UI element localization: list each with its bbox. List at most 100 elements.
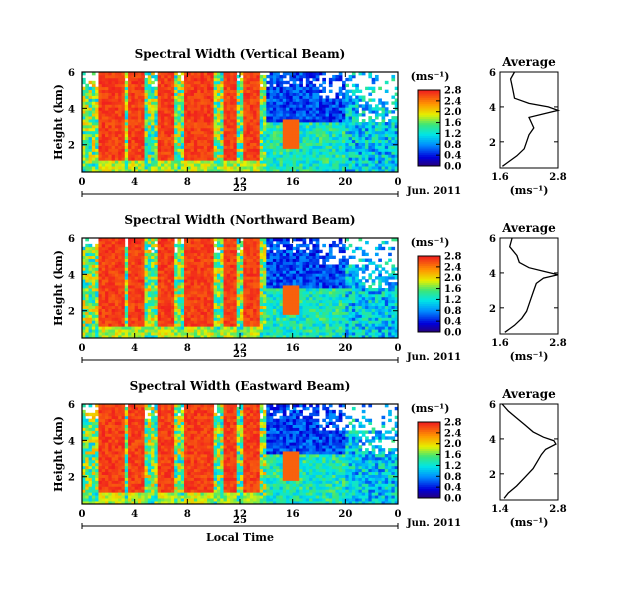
heatmap-cell <box>359 157 363 160</box>
heatmap-cell <box>191 122 195 125</box>
heatmap-cell <box>161 101 165 104</box>
heatmap-cell <box>115 267 119 270</box>
heatmap-cell <box>108 160 112 163</box>
heatmap-cell <box>368 119 372 122</box>
heatmap-cell <box>250 116 254 119</box>
heatmap-cell <box>230 282 234 285</box>
heatmap-cell <box>145 282 149 285</box>
heatmap-cell <box>207 143 211 146</box>
heatmap-cell <box>164 262 168 265</box>
heatmap-cell <box>105 320 109 323</box>
heatmap-cell <box>224 253 228 256</box>
heatmap-cell <box>293 154 297 157</box>
heatmap-cell <box>98 312 102 315</box>
heatmap-cell <box>372 163 376 166</box>
heatmap-cell <box>214 128 218 131</box>
heatmap-cell <box>174 303 178 306</box>
heatmap-cell <box>233 270 237 273</box>
heatmap-cell <box>339 143 343 146</box>
heatmap-cell <box>135 87 139 90</box>
heatmap-cell <box>303 151 307 154</box>
heatmap-cell <box>128 160 132 163</box>
heatmap-cell <box>197 110 201 113</box>
heatmap-cell <box>201 312 205 315</box>
heatmap-cell <box>263 119 267 122</box>
heatmap-cell <box>296 113 300 116</box>
heatmap-cell <box>174 137 178 140</box>
heatmap-cell <box>349 148 353 151</box>
heatmap-cell <box>122 264 126 267</box>
heatmap-cell <box>230 166 234 169</box>
heatmap-cell <box>306 75 310 78</box>
heatmap-cell <box>375 131 379 134</box>
heatmap-cell <box>256 157 260 160</box>
heatmap-cell <box>293 140 297 143</box>
heatmap-cell <box>332 131 336 134</box>
heatmap-cell <box>148 244 152 247</box>
heatmap-cell <box>92 317 96 320</box>
heatmap-cell <box>125 326 129 329</box>
heatmap-cell <box>102 157 106 160</box>
heatmap-cell <box>233 285 237 288</box>
heatmap-cell <box>217 146 221 149</box>
heatmap-cell <box>276 137 280 140</box>
heatmap-cell <box>164 157 168 160</box>
heatmap-cell <box>184 326 188 329</box>
heatmap-cell <box>89 250 93 253</box>
heatmap-cell <box>201 270 205 273</box>
heatmap-cell <box>138 122 142 125</box>
heatmap-cell <box>388 146 392 149</box>
heatmap-cell <box>161 323 165 326</box>
heatmap-cell <box>326 122 330 125</box>
heatmap-cell <box>141 84 145 87</box>
heatmap-cell <box>118 241 122 244</box>
heatmap-cell <box>217 157 221 160</box>
heatmap-cell <box>154 329 158 332</box>
heatmap-cell <box>135 113 139 116</box>
heatmap-cell <box>204 276 208 279</box>
heatmap-cell <box>303 110 307 113</box>
heatmap-cell <box>158 314 162 317</box>
heatmap-cell <box>230 148 234 151</box>
heatmap-cell <box>181 282 185 285</box>
heatmap-cell <box>197 273 201 276</box>
heatmap-cell <box>125 288 129 291</box>
heatmap-cell <box>102 134 106 137</box>
heatmap-cell <box>184 160 188 163</box>
heatmap-cell <box>260 276 264 279</box>
heatmap-cell <box>319 146 323 149</box>
heatmap-cell <box>204 143 208 146</box>
heatmap-cell <box>194 312 198 315</box>
heatmap-cell <box>131 264 135 267</box>
heatmap-cell <box>207 276 211 279</box>
heatmap-cell <box>312 116 316 119</box>
heatmap-cell <box>131 262 135 265</box>
heatmap-cell <box>256 312 260 315</box>
heatmap-cell <box>108 98 112 101</box>
heatmap-cell <box>92 104 96 107</box>
heatmap-cell <box>273 104 277 107</box>
heatmap-cell <box>283 134 287 137</box>
heatmap-cell <box>240 276 244 279</box>
heatmap-cell <box>243 312 247 315</box>
heatmap-cell <box>187 297 191 300</box>
heatmap-cell <box>263 166 267 169</box>
heatmap-cell <box>227 90 231 93</box>
heatmap-cell <box>233 93 237 96</box>
heatmap-cell <box>122 163 126 166</box>
heatmap-cell <box>174 148 178 151</box>
heatmap-cell <box>247 320 251 323</box>
heatmap-cell <box>194 148 198 151</box>
heatmap-cell <box>191 288 195 291</box>
heatmap-cell <box>289 134 293 137</box>
heatmap-cell <box>250 128 254 131</box>
heatmap-cell <box>227 151 231 154</box>
heatmap-cell <box>151 306 155 309</box>
heatmap-cell <box>220 262 224 265</box>
heatmap-cell <box>95 110 99 113</box>
heatmap-cell <box>115 320 119 323</box>
heatmap-cell <box>197 323 201 326</box>
heatmap-cell <box>108 291 112 294</box>
heatmap-cell <box>233 259 237 262</box>
heatmap-cell <box>174 312 178 315</box>
